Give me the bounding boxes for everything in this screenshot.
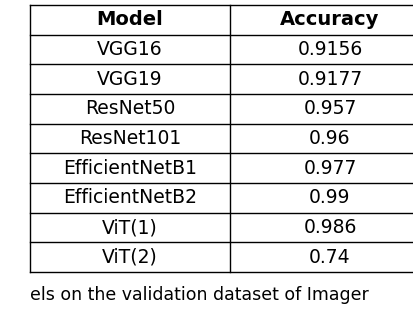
Text: 0.986: 0.986	[303, 218, 356, 237]
Text: 0.74: 0.74	[309, 248, 350, 267]
Text: Model: Model	[96, 10, 163, 29]
Text: 0.9177: 0.9177	[297, 70, 362, 89]
Text: 0.99: 0.99	[309, 188, 350, 207]
Text: EfficientNetB2: EfficientNetB2	[63, 188, 197, 207]
Text: els on the validation dataset of Imager: els on the validation dataset of Imager	[30, 286, 368, 304]
Text: EfficientNetB1: EfficientNetB1	[63, 159, 197, 178]
Text: ResNet101: ResNet101	[79, 129, 181, 148]
Text: 0.9156: 0.9156	[297, 40, 362, 59]
Text: ResNet50: ResNet50	[85, 99, 175, 118]
Text: Accuracy: Accuracy	[280, 10, 379, 29]
Text: ViT(2): ViT(2)	[102, 248, 157, 267]
Text: ViT(1): ViT(1)	[102, 218, 157, 237]
Text: 0.977: 0.977	[303, 159, 356, 178]
Text: VGG16: VGG16	[97, 40, 162, 59]
Text: 0.96: 0.96	[309, 129, 350, 148]
Text: VGG19: VGG19	[97, 70, 162, 89]
Text: 0.957: 0.957	[303, 99, 356, 118]
